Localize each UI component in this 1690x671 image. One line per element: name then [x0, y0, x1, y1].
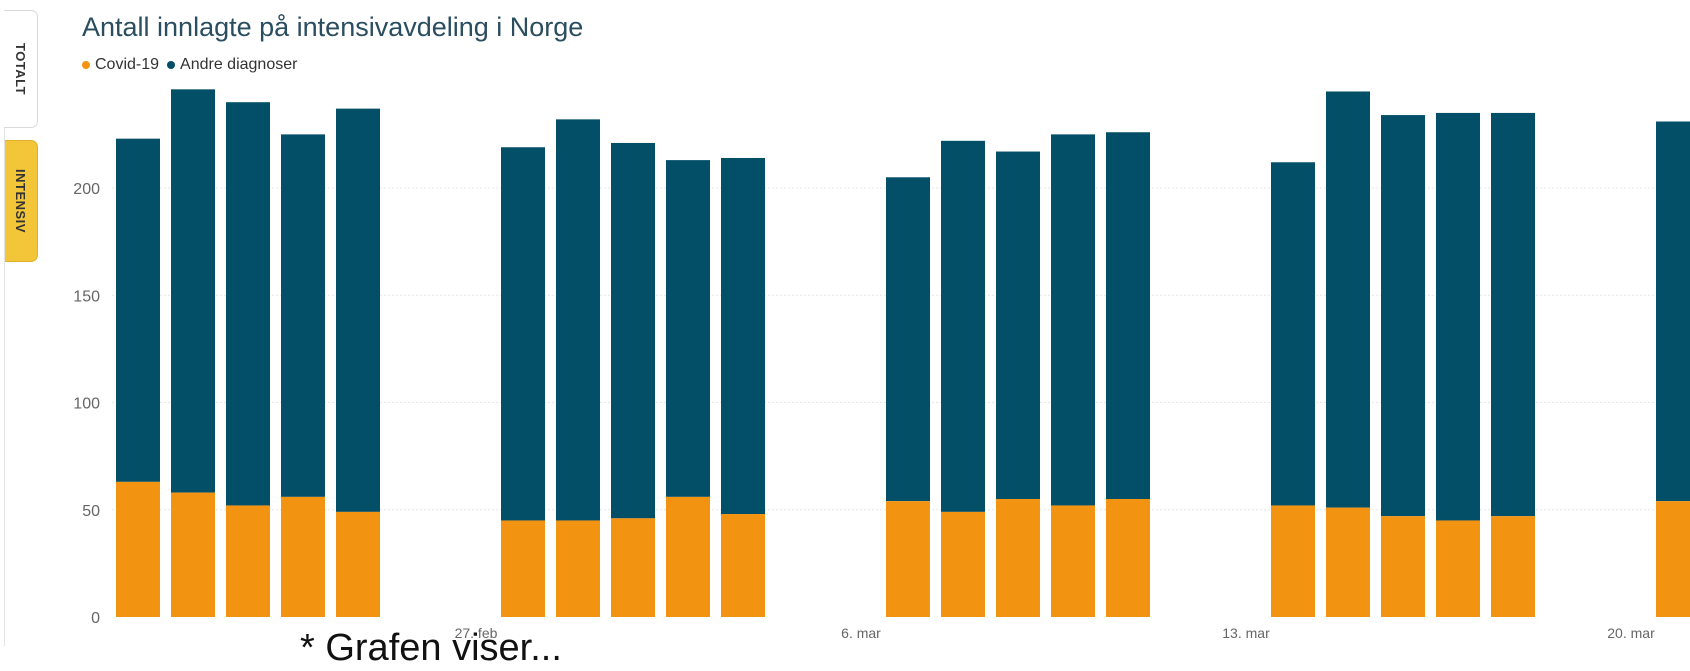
- bar-andre-diagnoser: [171, 89, 215, 493]
- bar-chart: 0 50 100 150 200 27. feb 6. mar 13. mar 20. mar: [73, 89, 1690, 641]
- bar-andre-diagnoser: [336, 108, 380, 512]
- y-tick-label: 200: [73, 181, 100, 198]
- chart-legend: Covid-19 Andre diagnoser: [82, 56, 297, 74]
- bar-covid-19: [666, 496, 710, 617]
- bar-covid-19: [886, 501, 930, 617]
- bar-covid-19: [1656, 501, 1690, 617]
- bar-covid-19: [336, 511, 380, 617]
- y-tick-label: 50: [82, 503, 100, 520]
- side-tabs: TOTALT INTENSIV: [0, 0, 40, 646]
- x-tick-label: 13. mar: [1222, 625, 1270, 641]
- bar-andre-diagnoser: [1106, 132, 1150, 500]
- bar-covid-19: [171, 492, 215, 617]
- bar-andre-diagnoser: [226, 102, 270, 506]
- x-tick-label: 27. feb: [455, 625, 498, 641]
- bar-covid-19: [1106, 499, 1150, 617]
- y-tick-label: 100: [73, 396, 100, 413]
- bar-covid-19: [1381, 516, 1425, 617]
- x-tick-label: 6. mar: [841, 625, 881, 641]
- bar-andre-diagnoser: [501, 147, 545, 521]
- bar-andre-diagnoser: [1656, 121, 1690, 502]
- bar-covid-19: [1326, 507, 1370, 617]
- tab-totalt-label: TOTALT: [13, 42, 28, 96]
- legend-item-andre[interactable]: Andre diagnoser: [167, 56, 297, 74]
- bar-covid-19: [721, 514, 765, 617]
- bar-andre-diagnoser: [281, 134, 325, 497]
- bar-andre-diagnoser: [941, 140, 985, 512]
- bar-covid-19: [281, 496, 325, 617]
- bar-andre-diagnoser: [886, 177, 930, 502]
- legend-label-covid: Covid-19: [95, 56, 160, 73]
- bar-andre-diagnoser: [1326, 91, 1370, 508]
- bar-andre-diagnoser: [666, 160, 710, 497]
- bar-andre-diagnoser: [611, 142, 655, 519]
- legend-dot-covid: [82, 61, 90, 69]
- legend-item-covid[interactable]: Covid-19: [82, 56, 159, 74]
- legend-label-andre: Andre diagnoser: [180, 56, 298, 73]
- y-tick-label: 0: [91, 610, 100, 627]
- bar-andre-diagnoser: [1381, 115, 1425, 517]
- bar-andre-diagnoser: [996, 151, 1040, 500]
- bar-covid-19: [1491, 516, 1535, 617]
- legend-dot-andre: [167, 61, 176, 69]
- bar-andre-diagnoser: [1491, 112, 1535, 517]
- bar-covid-19: [1271, 505, 1315, 617]
- bar-covid-19: [501, 520, 545, 617]
- y-tick-label: 150: [73, 288, 100, 305]
- bar-andre-diagnoser: [1436, 112, 1480, 521]
- side-divider: [4, 128, 5, 646]
- bar-covid-19: [996, 499, 1040, 617]
- bar-andre-diagnoser: [1051, 134, 1095, 506]
- bar-andre-diagnoser: [116, 138, 160, 482]
- bar-covid-19: [1436, 520, 1480, 617]
- tab-totalt[interactable]: TOTALT: [4, 10, 38, 128]
- bar-andre-diagnoser: [721, 157, 765, 515]
- tab-intensiv[interactable]: INTENSIV: [4, 140, 38, 262]
- x-tick-label: 20. mar: [1607, 625, 1655, 641]
- bar-covid-19: [116, 481, 160, 617]
- tab-intensiv-label: INTENSIV: [13, 169, 28, 233]
- chart-title: Antall innlagte på intensivavdeling i No…: [82, 12, 584, 42]
- bar-covid-19: [611, 518, 655, 617]
- bar-covid-19: [941, 511, 985, 617]
- bar-covid-19: [226, 505, 270, 617]
- footnote: * Grafen viser...: [300, 627, 562, 669]
- bar-covid-19: [1051, 505, 1095, 617]
- bar-andre-diagnoser: [1271, 162, 1315, 506]
- bar-covid-19: [556, 520, 600, 617]
- bar-andre-diagnoser: [556, 119, 600, 521]
